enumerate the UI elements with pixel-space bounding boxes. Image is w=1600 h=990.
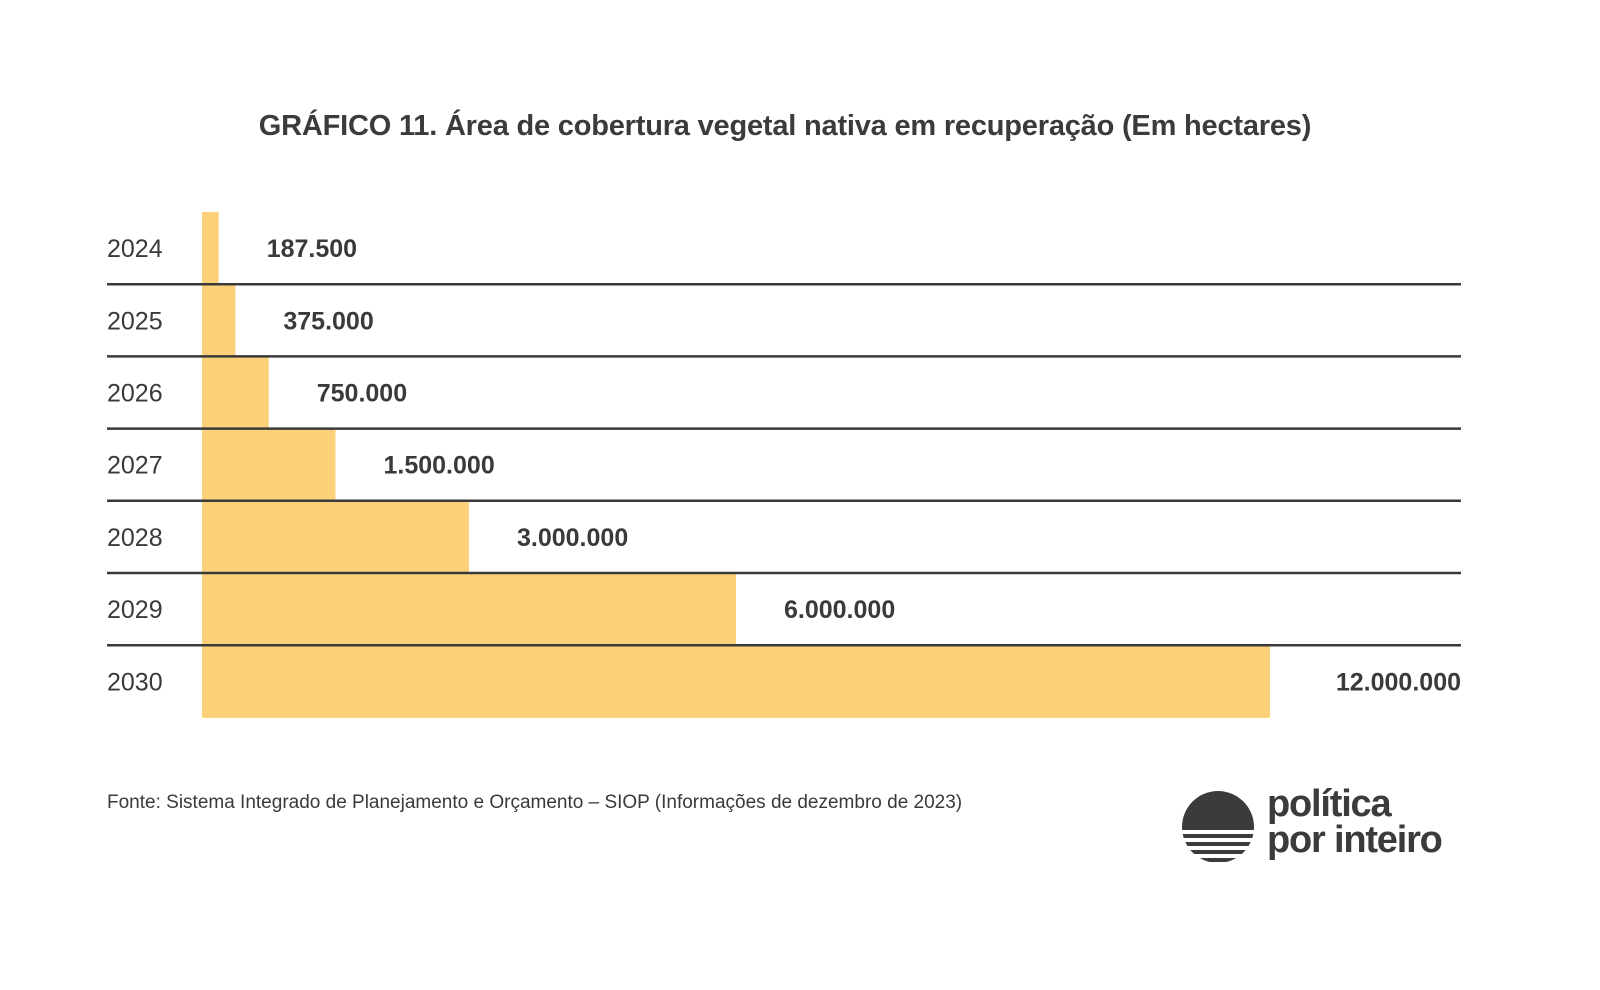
category-label: 2026 — [107, 380, 163, 408]
category-label: 2029 — [107, 596, 163, 624]
chart-title: GRÁFICO 11. Área de cobertura vegetal na… — [258, 110, 1312, 142]
logo-line-2: por inteiro — [1267, 819, 1443, 861]
bar-2029 — [202, 573, 736, 646]
sunset-icon — [1182, 791, 1254, 862]
bar-2025 — [202, 284, 236, 357]
value-label: 750.000 — [317, 380, 407, 408]
bar-2030 — [202, 645, 1270, 718]
value-label: 1.500.000 — [384, 452, 495, 480]
bar-2026 — [202, 356, 269, 430]
category-label: 2028 — [107, 524, 163, 552]
logo-line-1: política — [1267, 783, 1392, 825]
category-label: 2030 — [107, 668, 163, 696]
category-label: 2024 — [107, 235, 163, 263]
bar-2028 — [202, 500, 469, 574]
bar-chart: 2024 187.500 2025 375.000 2026 750.000 2027 1.5… — [107, 212, 1461, 718]
value-label: 187.500 — [267, 235, 357, 263]
bar-2024 — [202, 212, 219, 285]
category-label: 2025 — [107, 307, 163, 335]
value-label: 12.000.000 — [1336, 668, 1461, 696]
logo: política por inteiro — [1181, 785, 1471, 870]
source-note: Fonte: Sistema Integrado de Planejamento… — [107, 792, 963, 813]
bar-2027 — [202, 428, 336, 502]
logo-text: política por inteiro — [1267, 783, 1443, 861]
value-label: 3.000.000 — [517, 524, 628, 552]
value-label: 6.000.000 — [784, 596, 895, 624]
category-label: 2027 — [107, 452, 163, 480]
value-label: 375.000 — [283, 307, 373, 335]
